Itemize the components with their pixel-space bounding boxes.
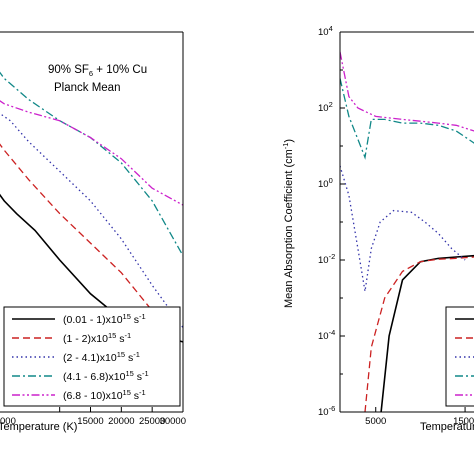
legend-label-3: (2 - 4.1)x1015 s-1 xyxy=(63,350,140,364)
legend-label-2: (1 - 2)x1015 s-1 xyxy=(63,331,131,345)
right-y-axis-label-close: ) xyxy=(283,139,295,143)
right-y-tick-label: 104 xyxy=(318,24,333,38)
right-y-tick-exp: 4 xyxy=(329,24,333,33)
right-y-tick-exp: 0 xyxy=(329,176,333,185)
legend-label-2-base: (1 - 2)x10 xyxy=(63,333,108,345)
legend-label-1-unit-exp: -1 xyxy=(139,312,146,321)
legend-label-5-unit-exp: -1 xyxy=(139,388,146,397)
right-series-lines xyxy=(340,51,474,412)
left-series-lines xyxy=(0,71,183,343)
right-y-tick-label: 100 xyxy=(318,176,333,190)
right-legend-partial xyxy=(445,306,474,407)
right-x-ticks: 5000 1500 xyxy=(365,407,474,427)
legend-label-2-exp: 15 xyxy=(108,331,116,340)
right-y-tick-exp: -4 xyxy=(329,328,336,337)
legend-label-1: (0.01 - 1)x1015 s-1 xyxy=(63,312,146,326)
right-series-line-2 xyxy=(364,256,474,412)
annotation-composition-b: + 10% Cu xyxy=(93,64,147,76)
right-x-tick-label: 5000 xyxy=(365,416,386,427)
left-x-tick-label: 15000 xyxy=(77,416,103,427)
right-y-tick-base: 10 xyxy=(318,407,329,418)
right-x-tick-label: 1500 xyxy=(453,416,474,427)
right-y-tick-label: 10-4 xyxy=(318,328,335,342)
right-y-tick-base: 10 xyxy=(318,331,329,342)
legend-label-3-base: (2 - 4.1)x10 xyxy=(63,352,117,364)
right-y-tick-base: 10 xyxy=(318,27,329,38)
annotation-composition-sub: 6 xyxy=(89,69,93,78)
right-y-tick-label: 102 xyxy=(318,100,333,114)
right-y-tick-exp: -2 xyxy=(329,252,336,261)
legend-label-5-base: (6.8 - 10)x10 xyxy=(63,390,123,402)
right-legend-items xyxy=(455,318,474,396)
right-y-tick-base: 10 xyxy=(318,179,329,190)
left-legend: (0.01 - 1)x1015 s-1(1 - 2)x1015 s-1(2 - … xyxy=(3,306,181,407)
legend-label-5: (6.8 - 10)x1015 s-1 xyxy=(63,388,146,402)
left-x-tick-label: 000 xyxy=(0,416,16,427)
legend-label-4-exp: 15 xyxy=(125,369,133,378)
right-y-axis-label-main: Mean Absorption Coefficient (cm xyxy=(283,149,295,308)
legend-label-4-unit-exp: -1 xyxy=(142,369,149,378)
right-series-line-5 xyxy=(340,51,474,132)
left-x-tick-label: 30000 xyxy=(160,416,186,427)
right-y-tick-base: 10 xyxy=(318,255,329,266)
left-x-axis-label: Temperature (K) xyxy=(0,421,77,433)
legend-label-1-base: (0.01 - 1)x10 xyxy=(63,314,123,326)
legend-label-4-unit: s xyxy=(134,371,142,383)
right-y-tick-exp: -6 xyxy=(329,404,336,413)
left-x-tick-label: 25000 xyxy=(139,416,165,427)
legend-label-1-exp: 15 xyxy=(123,312,131,321)
left-series-line-2 xyxy=(0,143,183,329)
legend-label-3-unit: s xyxy=(125,352,133,364)
left-series-line-5 xyxy=(0,100,183,206)
right-y-axis-label-exp: -1 xyxy=(281,143,290,150)
right-series-line-3 xyxy=(340,165,466,292)
legend-label-5-exp: 15 xyxy=(123,388,131,397)
legend-label-3-unit-exp: -1 xyxy=(133,350,140,359)
right-y-tick-label: 10-2 xyxy=(318,252,335,266)
right-series-line-4 xyxy=(340,78,474,160)
legend-label-1-unit: s xyxy=(131,314,139,326)
right-y-tick-base: 10 xyxy=(318,103,329,114)
annotation-composition: 90% SF6 + 10% Cu xyxy=(48,64,147,78)
legend-label-2-unit: s xyxy=(116,333,124,345)
right-y-axis-label: Mean Absorption Coefficient (cm-1) xyxy=(281,139,295,308)
legend-items: (0.01 - 1)x1015 s-1(1 - 2)x1015 s-1(2 - … xyxy=(12,312,149,402)
legend-label-5-unit: s xyxy=(131,390,139,402)
legend-label-4: (4.1 - 6.8)x1015 s-1 xyxy=(63,369,149,383)
annotation-composition-a: 90% SF xyxy=(48,64,89,76)
annotation-planck-mean: Planck Mean xyxy=(54,82,120,94)
right-y-tick-exp: 2 xyxy=(329,100,333,109)
legend-label-4-base: (4.1 - 6.8)x10 xyxy=(63,371,126,383)
legend-box xyxy=(3,306,181,407)
right-x-axis-label: Temperature xyxy=(420,421,474,433)
left-series-line-4 xyxy=(0,71,183,257)
right-y-tick-label: 10-6 xyxy=(318,404,335,418)
legend-label-3-exp: 15 xyxy=(117,350,125,359)
left-x-tick-label: 20000 xyxy=(108,416,134,427)
legend-label-2-unit-exp: -1 xyxy=(124,331,131,340)
